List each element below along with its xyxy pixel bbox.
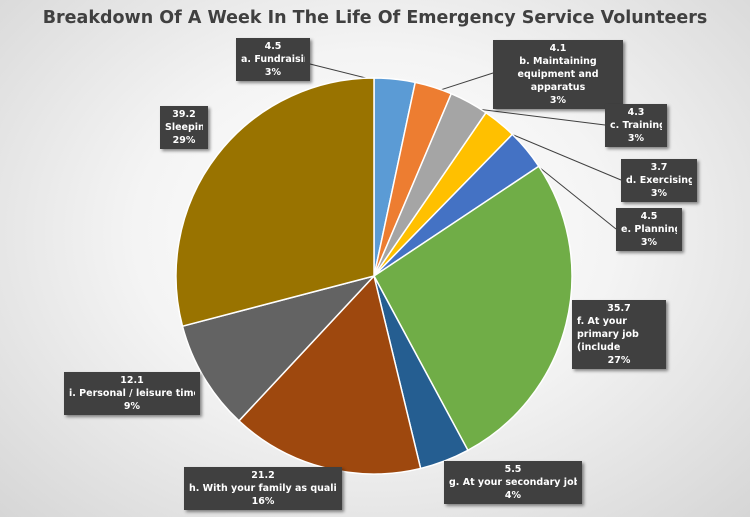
data-label-maintaining-equipment: 4.1 b. Maintaining equipment and apparat… bbox=[493, 40, 623, 109]
data-label-planning: 4.5 e. Planning 3% bbox=[616, 208, 682, 251]
data-label-category: d. Exercising bbox=[626, 175, 692, 186]
data-label-category: b. Maintaining equipment and apparatus bbox=[517, 56, 599, 93]
data-label-percent: 9% bbox=[123, 401, 141, 412]
pie-slice-i-personal-leisure-time bbox=[181, 274, 377, 422]
data-label-family: 21.2 h. With your family as quality 16% bbox=[184, 467, 342, 510]
data-label-category: f. At your primary job (include bbox=[577, 316, 639, 353]
data-label-value: 5.5 bbox=[504, 464, 522, 475]
data-label-value: 3.7 bbox=[650, 162, 668, 173]
data-label-value: 39.2 bbox=[172, 109, 196, 120]
data-label-percent: 29% bbox=[172, 135, 196, 146]
data-label-category: h. With your family as quality bbox=[189, 483, 337, 494]
data-label-value: 4.1 bbox=[549, 43, 567, 54]
data-label-value: 12.1 bbox=[120, 375, 144, 386]
data-label-category: g. At your secondary job(s) bbox=[449, 477, 577, 488]
leader-line-d-exercising bbox=[495, 127, 622, 181]
data-label-percent: 3% bbox=[264, 67, 282, 78]
leader-line-c-training bbox=[466, 107, 606, 126]
data-label-category: i. Personal / leisure time bbox=[69, 388, 195, 399]
data-label-percent: 4% bbox=[504, 490, 522, 501]
data-label-value: 21.2 bbox=[251, 470, 275, 481]
data-label-category: c. Training bbox=[610, 120, 662, 131]
data-label-sleeping: 39.2 Sleeping 29% bbox=[160, 106, 208, 149]
pie-slice-sleeping bbox=[175, 77, 375, 328]
data-label-value: 4.5 bbox=[640, 211, 658, 222]
data-label-value: 35.7 bbox=[607, 303, 631, 314]
data-label-training: 4.3 c. Training 3% bbox=[605, 104, 667, 147]
pie-slices bbox=[175, 77, 573, 475]
data-label-percent: 3% bbox=[627, 133, 645, 144]
data-label-category: Sleeping bbox=[165, 122, 203, 133]
pie-slice-f-at-your-primary-job-include bbox=[373, 165, 573, 452]
data-label-value: 4.5 bbox=[264, 41, 282, 52]
data-label-percent: 3% bbox=[640, 237, 658, 248]
data-label-personal-leisure: 12.1 i. Personal / leisure time 9% bbox=[64, 372, 200, 415]
data-label-percent: 3% bbox=[549, 95, 567, 106]
data-label-primary-job: 35.7 f. At your primary job (include 27% bbox=[572, 300, 666, 369]
data-label-percent: 27% bbox=[607, 355, 631, 366]
data-label-category: e. Planning bbox=[621, 224, 677, 235]
chart-title: Breakdown Of A Week In The Life Of Emerg… bbox=[42, 8, 708, 28]
data-label-value: 4.3 bbox=[627, 107, 645, 118]
data-label-secondary-job: 5.5 g. At your secondary job(s) 4% bbox=[444, 461, 582, 504]
data-label-exercising: 3.7 d. Exercising 3% bbox=[621, 159, 697, 202]
data-label-percent: 3% bbox=[650, 188, 668, 199]
data-label-percent: 16% bbox=[251, 496, 275, 507]
data-label-category: a. Fundraising bbox=[241, 54, 305, 65]
data-label-fundraising: 4.5 a. Fundraising 3% bbox=[236, 38, 310, 81]
